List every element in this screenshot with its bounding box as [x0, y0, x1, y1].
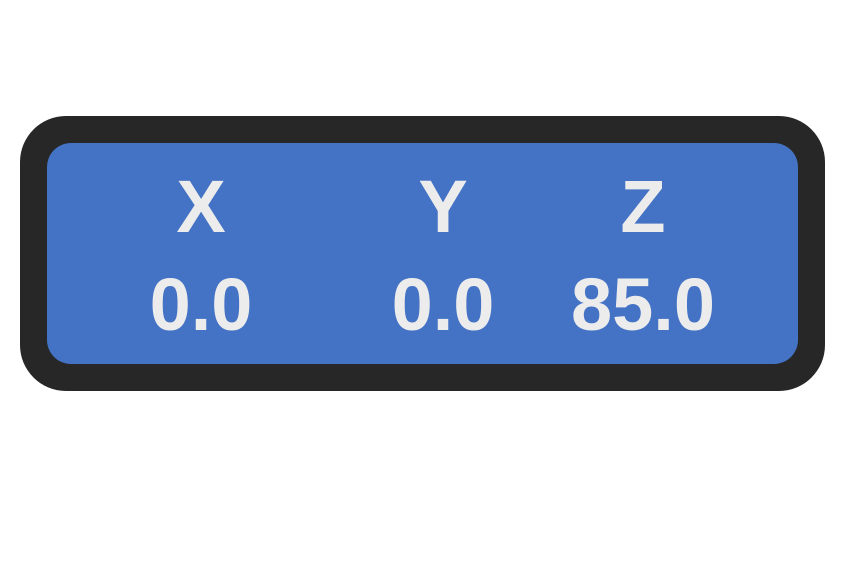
- z-axis-readout: Z 85.0: [533, 143, 753, 342]
- coordinate-readout-frame: X 0.0 Y 0.0 Z 85.0: [20, 116, 825, 391]
- y-axis-value: 0.0: [391, 263, 495, 346]
- y-axis-label: Y: [418, 165, 468, 248]
- y-axis-readout: Y 0.0: [333, 143, 553, 342]
- z-axis-label: Z: [620, 165, 666, 248]
- x-axis-value: 0.0: [149, 263, 253, 346]
- z-axis-value: 85.0: [570, 263, 716, 346]
- x-axis-label: X: [176, 165, 226, 248]
- coordinate-readout-panel: X 0.0 Y 0.0 Z 85.0: [47, 143, 798, 364]
- x-axis-readout: X 0.0: [91, 143, 311, 342]
